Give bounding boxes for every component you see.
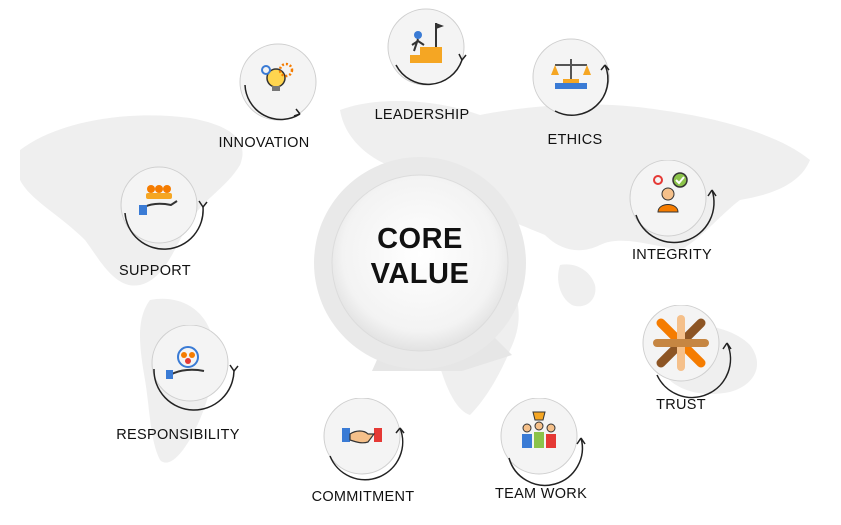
support-icon (139, 185, 178, 215)
value-node-commitment: COMMITMENT (312, 398, 420, 505)
value-label: TEAM WORK (494, 486, 588, 502)
value-node-responsibility: RESPONSIBILITY (116, 325, 246, 443)
core-value-title: CORE VALUE (318, 222, 522, 292)
value-node-teamwork: TEAM WORK (495, 398, 597, 502)
core-value-line2: VALUE (370, 258, 470, 290)
value-node-integrity: INTEGRITY (622, 160, 722, 263)
value-node-trust: TRUST (637, 305, 737, 413)
node-circle (120, 166, 208, 250)
value-node-leadership: LEADERSHIP (375, 5, 478, 123)
responsibility-icon (166, 346, 205, 379)
integrity-icon (653, 172, 688, 213)
value-label: SUPPORT (119, 263, 191, 279)
value-node-innovation: INNOVATION (218, 40, 330, 151)
value-node-ethics: ETHICS (525, 35, 625, 148)
leadership-icon (410, 23, 444, 63)
handshake-icon (342, 428, 382, 444)
value-label: LEADERSHIP (374, 107, 470, 123)
value-node-support: SUPPORT (113, 165, 213, 279)
value-label: TRUST (656, 397, 706, 413)
value-label: INTEGRITY (631, 247, 713, 263)
value-label: RESPONSIBILITY (116, 427, 240, 443)
value-label: ETHICS (547, 132, 603, 148)
core-value-circle (314, 157, 526, 371)
scales-icon (551, 59, 591, 89)
core-value-line1: CORE (377, 223, 463, 255)
value-label: INNOVATION (218, 135, 310, 151)
innovation-icon (261, 62, 294, 91)
teamwork-icon (522, 411, 556, 448)
trust-hands-icon (653, 315, 709, 371)
value-label: COMMITMENT (311, 489, 415, 505)
